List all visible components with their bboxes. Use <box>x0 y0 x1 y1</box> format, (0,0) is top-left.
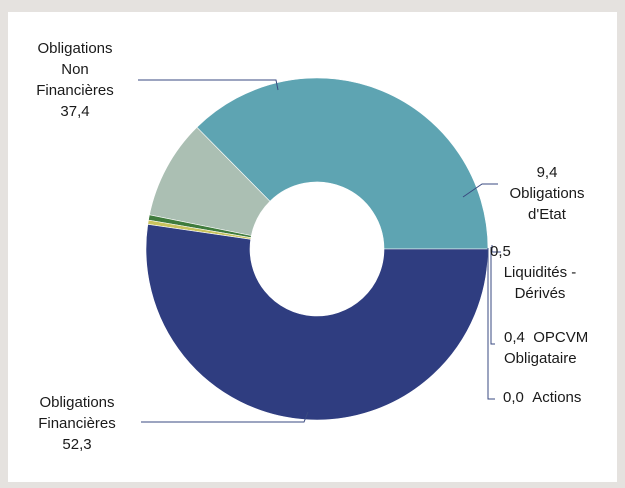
donut-chart <box>138 77 501 423</box>
label-liquidites-derives: 0,5 Liquidités - Dérivés <box>490 243 577 302</box>
slice-obligations-non-financi-res <box>196 77 489 250</box>
leader-liquidites-derives <box>491 245 501 253</box>
leader-actions <box>487 248 495 400</box>
leader-obligations-financieres <box>141 411 309 423</box>
label-obligations-etat: 9,4 Obligations d'Etat <box>509 164 585 223</box>
slice-obligations-financi-res <box>145 224 489 421</box>
leader-obligations-etat <box>462 183 498 198</box>
label-opcvm-obligataire: 0,4 OPCVM Obligataire <box>504 329 589 367</box>
label-actions: 0,0 Actions <box>503 389 582 406</box>
label-obligations-non-financieres: Obligations Non Financières 37,4 <box>36 40 114 120</box>
chart-panel: Obligations Non Financières 37,4 9,4 Obl… <box>8 12 617 482</box>
leader-obligations-non-financieres <box>138 79 279 91</box>
leader-opcvm-obligataire <box>490 247 495 345</box>
label-obligations-financieres: Obligations Financières 52,3 <box>38 394 116 453</box>
